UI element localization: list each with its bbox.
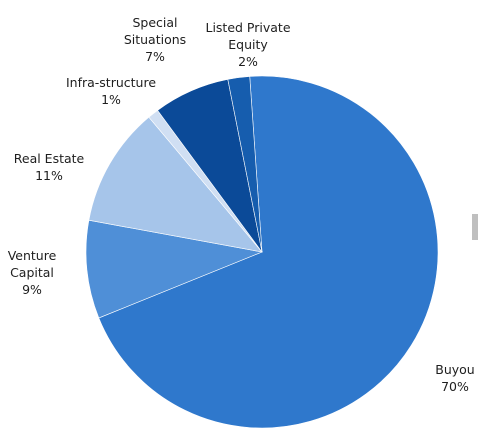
pie-slice-real-estate bbox=[88, 116, 263, 253]
pie-label-line: Venture bbox=[8, 248, 57, 263]
pie-slice-buyout bbox=[98, 75, 439, 429]
clipped-edge-mark bbox=[472, 214, 478, 240]
pie-label-line: 7% bbox=[145, 49, 165, 64]
pie-label-line: Infra-structure bbox=[66, 75, 156, 90]
pie-label-line: 11% bbox=[35, 168, 63, 183]
pie-label-venture-capital: Venture Capital 9% bbox=[8, 248, 57, 297]
pie-label-line: 9% bbox=[22, 282, 42, 297]
pie-label-buyout: Buyou 70% bbox=[435, 362, 474, 394]
pie-slices bbox=[85, 75, 439, 429]
pie-label-line: 2% bbox=[238, 54, 258, 69]
pie-label-line: Equity bbox=[228, 37, 268, 52]
pie-label-line: Special bbox=[132, 15, 177, 30]
pie-label-special-situations: Special Situations 7% bbox=[124, 15, 186, 64]
pie-slice-listed-private-equity bbox=[227, 76, 263, 253]
pie-labels: Buyou 70% Venture Capital 9% Real Estate 11% In… bbox=[8, 15, 475, 394]
pie-label-line: 1% bbox=[101, 92, 121, 107]
pie-label-line: Buyou bbox=[435, 362, 474, 377]
pie-label-line: 70% bbox=[441, 379, 469, 394]
pie-label-real-estate: Real Estate 11% bbox=[14, 151, 85, 183]
pie-label-infra-structure: Infra-structure 1% bbox=[66, 75, 156, 107]
pie-label-line: Situations bbox=[124, 32, 186, 47]
pie-label-line: Listed Private bbox=[205, 20, 290, 35]
pie-label-listed-private-equity: Listed Private Equity 2% bbox=[205, 20, 290, 69]
pie-slice-venture-capital bbox=[85, 219, 264, 319]
pie-label-line: Capital bbox=[10, 265, 54, 280]
pie-label-line: Real Estate bbox=[14, 151, 85, 166]
